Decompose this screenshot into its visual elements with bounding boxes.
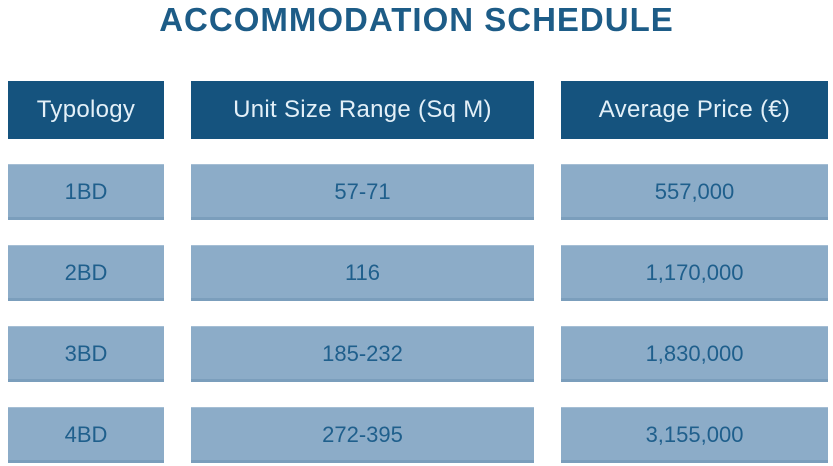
cell-typology-4bd: 4BD	[8, 407, 164, 463]
cell-size-4bd: 272-395	[191, 407, 534, 463]
cell-size-1bd: 57-71	[191, 164, 534, 220]
cell-price-1bd: 557,000	[561, 164, 828, 220]
cell-size-3bd: 185-232	[191, 326, 534, 382]
cell-price-3bd: 1,830,000	[561, 326, 828, 382]
header-cell-unit-size-range: Unit Size Range (Sq M)	[191, 81, 534, 139]
cell-typology-2bd: 2BD	[8, 245, 164, 301]
cell-price-4bd: 3,155,000	[561, 407, 828, 463]
cell-size-2bd: 116	[191, 245, 534, 301]
cell-typology-1bd: 1BD	[8, 164, 164, 220]
header-cell-average-price: Average Price (€)	[561, 81, 828, 139]
accommodation-schedule-table: Typology Unit Size Range (Sq M) Average …	[8, 81, 828, 463]
cell-price-2bd: 1,170,000	[561, 245, 828, 301]
cell-typology-3bd: 3BD	[8, 326, 164, 382]
header-cell-typology: Typology	[8, 81, 164, 139]
page-title: ACCOMMODATION SCHEDULE	[159, 1, 674, 38]
